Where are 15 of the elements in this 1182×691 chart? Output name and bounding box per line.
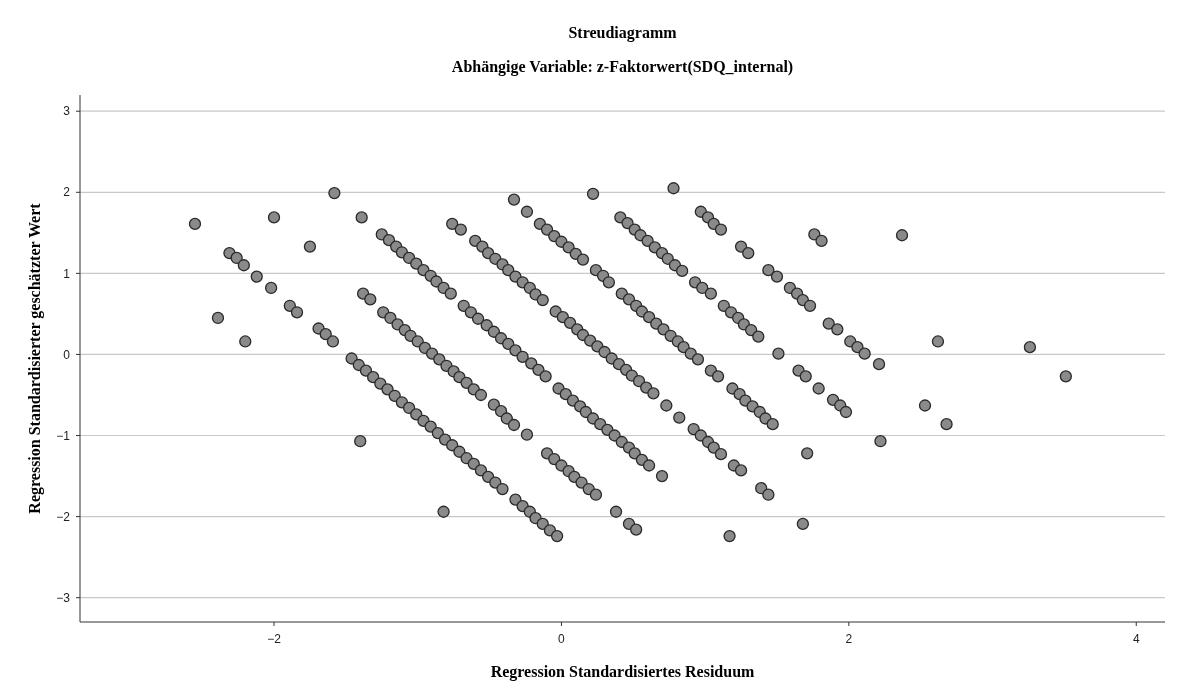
x-axis-title: Regression Standardisiertes Residuum <box>490 663 756 681</box>
y-tick-label: −1 <box>56 428 71 443</box>
x-tick-label: 2 <box>845 632 853 646</box>
y-tick-label: 1 <box>63 266 71 281</box>
y-tick-label: −2 <box>56 509 71 524</box>
x-tick-label: 4 <box>1132 632 1140 646</box>
y-axis-title: Regression Standardisierter geschätzter Wert <box>26 202 44 514</box>
y-tick-label: 3 <box>63 104 71 119</box>
y-tick-label: 0 <box>63 347 71 362</box>
x-tick-label: 0 <box>558 632 566 646</box>
x-tick-label: −2 <box>267 632 282 646</box>
chart-title: Streudiagramm <box>568 24 678 42</box>
y-tick-label: 2 <box>63 185 71 200</box>
chart-subtitle: Abhängige Variable: z-Faktorwert(SDQ_internal) <box>451 58 794 76</box>
y-tick-label: −3 <box>56 590 71 605</box>
